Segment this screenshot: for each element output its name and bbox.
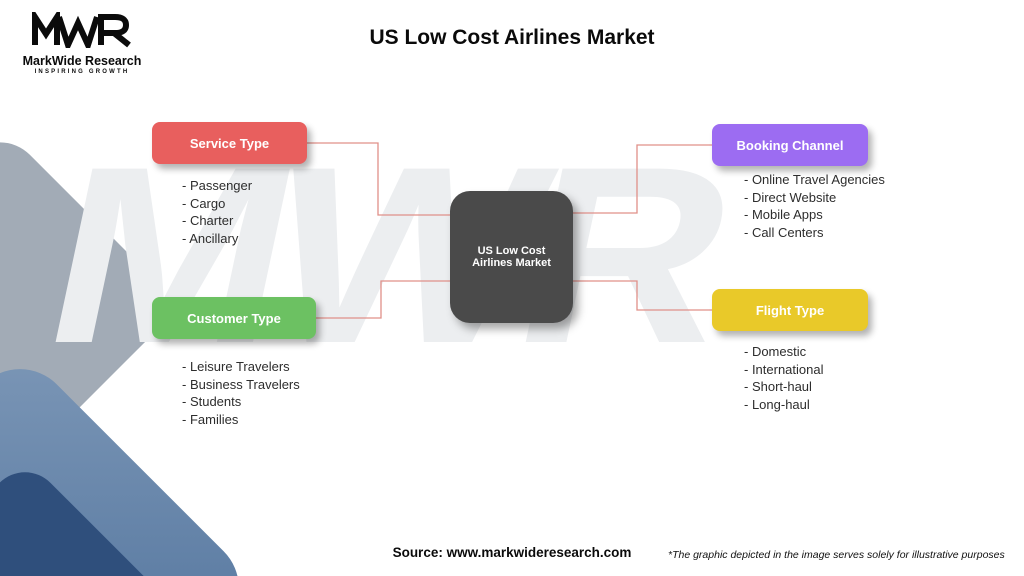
booking-channel-items: - Online Travel Agencies - Direct Websit… — [744, 171, 885, 241]
list-item: - Business Travelers — [182, 376, 300, 392]
list-item: - Direct Website — [744, 189, 837, 205]
list-item: - Long-haul — [744, 396, 810, 412]
customer-type-items: - Leisure Travelers - Business Travelers… — [182, 358, 300, 428]
disclaimer-text: *The graphic depicted in the image serve… — [668, 549, 1005, 561]
list-item: - Charter — [182, 213, 234, 228]
segment-flight-type: Flight Type — [712, 289, 868, 331]
list-item: - Short-haul — [744, 379, 812, 394]
segment-service-type: Service Type — [152, 122, 307, 164]
segment-customer-type: Customer Type — [152, 297, 316, 339]
service-type-items: - Passenger - Cargo - Charter - Ancillar… — [182, 177, 252, 247]
logo-tagline: INSPIRING GROWTH — [34, 69, 130, 75]
list-item: - Families — [182, 411, 239, 427]
logo-company-name: MarkWide Research — [22, 54, 142, 68]
list-item: - Domestic — [744, 344, 807, 359]
source-text: Source: www.markwideresearch.com — [392, 545, 632, 560]
list-item: - Passenger — [182, 178, 253, 193]
center-node: US Low Cost Airlines Market — [450, 191, 573, 323]
list-item: - Leisure Travelers — [182, 359, 290, 374]
list-item: - Online Travel Agencies — [744, 172, 885, 187]
page-title: US Low Cost Airlines Market — [369, 26, 655, 49]
markwide-logo: MarkWide Research INSPIRING GROWTH — [22, 6, 142, 75]
flight-type-items: - Domestic - International - Short-haul … — [744, 343, 824, 413]
list-item: - Mobile Apps — [744, 207, 823, 222]
list-item: - Students — [182, 394, 242, 409]
list-item: - Ancillary — [182, 230, 239, 246]
mwr-logo-icon — [32, 6, 131, 54]
list-item: - International — [744, 361, 824, 377]
list-item: - Call Centers — [744, 224, 824, 240]
segment-booking-channel: Booking Channel — [712, 124, 868, 166]
list-item: - Cargo — [182, 195, 226, 211]
